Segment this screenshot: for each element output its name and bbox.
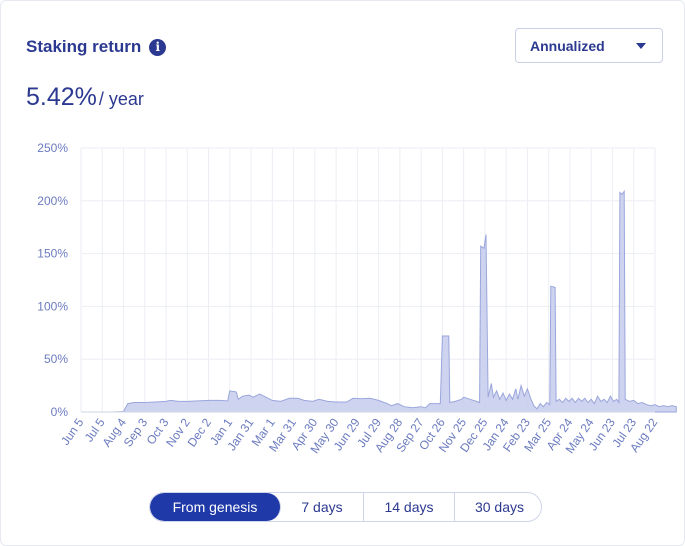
- y-tick-label: 0%: [51, 405, 69, 419]
- y-tick-label: 250%: [37, 141, 68, 155]
- rate-unit: / year: [98, 89, 144, 109]
- tab-30-days[interactable]: 30 days: [474, 499, 525, 515]
- y-tick-label: 100%: [37, 299, 68, 313]
- y-tick-label: 50%: [44, 352, 68, 366]
- return-area-series: [81, 189, 677, 413]
- tab-14-days[interactable]: 14 days: [364, 493, 455, 521]
- card-title: Staking return: [26, 37, 142, 56]
- x-tick-label: Sep 3: [121, 415, 151, 449]
- return-mode-dropdown[interactable]: Annualized: [515, 28, 663, 63]
- header: Staking return i: [26, 37, 167, 57]
- info-icon[interactable]: i: [149, 38, 167, 56]
- dropdown-value: Annualized: [530, 37, 605, 54]
- time-range-selector: From genesis 7 days 14 days 30 days: [149, 492, 542, 522]
- y-tick-label: 150%: [37, 247, 68, 261]
- chevron-down-icon: [636, 42, 646, 49]
- rate-value: 5.42%: [26, 83, 97, 111]
- tab-from-genesis[interactable]: From genesis: [150, 493, 281, 521]
- rate-display: 5.42% / year: [26, 83, 144, 112]
- x-tick-label: Dec 2: [185, 415, 215, 449]
- y-tick-label: 200%: [37, 194, 68, 208]
- tab-7-days[interactable]: 7 days: [281, 493, 364, 521]
- x-tick-label: Jun 5: [58, 415, 86, 447]
